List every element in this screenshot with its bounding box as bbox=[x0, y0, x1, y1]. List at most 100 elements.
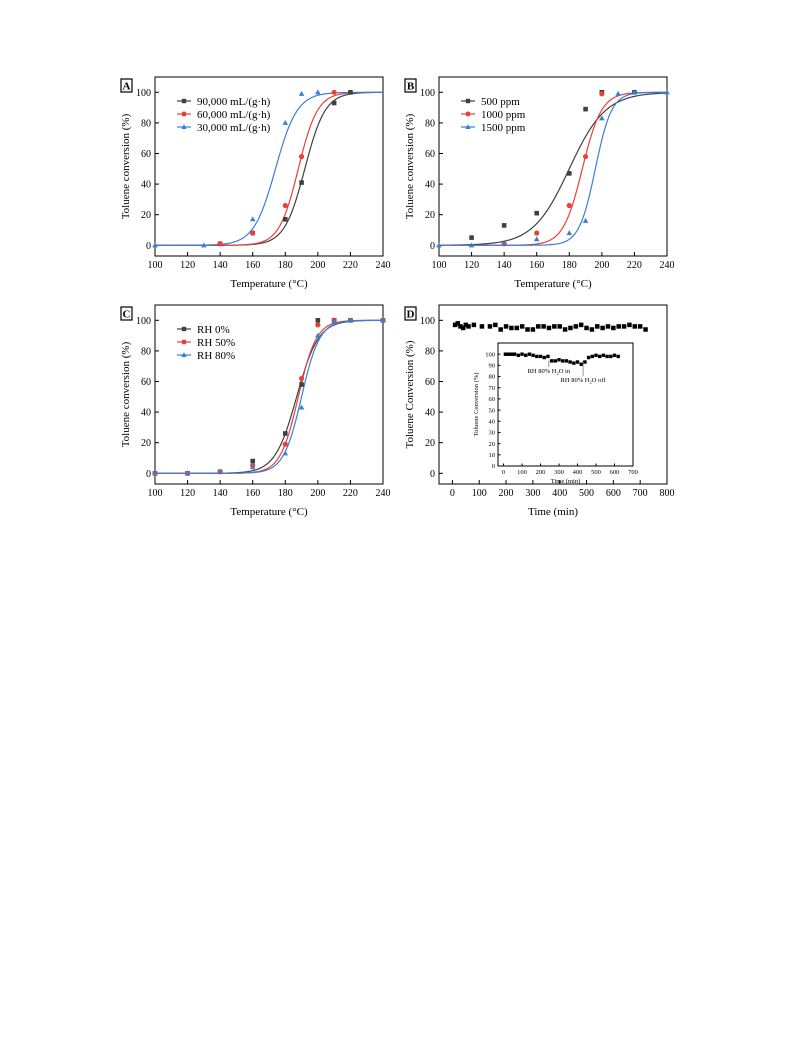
inset-data-point bbox=[520, 352, 524, 356]
fit-curve-series-3 bbox=[155, 319, 383, 474]
data-point-series-1 bbox=[605, 324, 611, 329]
plot-frame bbox=[154, 76, 384, 257]
data-point-series-1 bbox=[331, 100, 337, 106]
data-point-series-1 bbox=[315, 317, 321, 323]
y-tick-label: 80 bbox=[141, 118, 151, 129]
data-point-series-2 bbox=[217, 241, 223, 247]
data-point-series-3 bbox=[282, 450, 289, 456]
inset-y-tick-label: 80 bbox=[489, 374, 496, 381]
inset-y-tick-label: 60 bbox=[489, 396, 496, 403]
panel-tag: B bbox=[404, 78, 417, 93]
inset-data-point bbox=[572, 361, 576, 365]
y-axis-label: Toluene conversion (%) bbox=[404, 113, 416, 219]
panel-tag-box bbox=[404, 78, 417, 93]
fit-curve-series-1 bbox=[438, 92, 668, 246]
inset-data-point bbox=[601, 353, 606, 357]
y-tick-label: 100 bbox=[136, 316, 151, 327]
data-point-series-1 bbox=[637, 324, 643, 329]
legend-marker bbox=[181, 326, 187, 332]
inset-data-point bbox=[579, 362, 583, 366]
x-tick-label: 200 bbox=[594, 260, 609, 271]
data-point-series-1 bbox=[466, 324, 471, 329]
fit-curve-series-3 bbox=[439, 91, 668, 246]
panel-tag-label: C bbox=[123, 309, 131, 321]
panel-a: 100 120 140 160 180 200 220 240 0 20 40 60 80 100 Temp… bbox=[120, 76, 391, 290]
x-tick-label: 100 bbox=[432, 260, 447, 271]
inset-data-point bbox=[561, 359, 565, 363]
plot-frame bbox=[154, 304, 384, 485]
legend-marker bbox=[181, 352, 187, 357]
data-point-series-1 bbox=[627, 322, 632, 328]
data-point-series-3 bbox=[282, 119, 289, 125]
data-point-series-1 bbox=[600, 325, 605, 331]
x-tick-label: 120 bbox=[180, 260, 195, 271]
inset-data-point bbox=[505, 352, 509, 356]
data-point-series-1 bbox=[452, 322, 458, 328]
y-tick-label: 60 bbox=[141, 149, 151, 160]
legend-marker bbox=[181, 339, 187, 345]
data-point-series-1 bbox=[463, 322, 469, 328]
legend-label: 90,000 mL/(g·h) bbox=[197, 96, 271, 108]
inset-data-point bbox=[531, 353, 535, 357]
y-axis-label: Toluene conversion (%) bbox=[120, 341, 132, 447]
plot-frame bbox=[438, 304, 668, 485]
data-point-series-1 bbox=[487, 324, 493, 329]
x-tick-label: 200 bbox=[310, 260, 325, 271]
data-point-series-1 bbox=[525, 327, 530, 332]
inset-x-tick-label: 300 bbox=[554, 469, 564, 476]
data-point-series-1 bbox=[469, 235, 474, 240]
data-point-series-1 bbox=[541, 324, 546, 329]
data-point-series-1 bbox=[568, 325, 573, 331]
panel-tag-label: B bbox=[407, 81, 415, 93]
annotation-label: RH 80% H2O off bbox=[561, 377, 607, 385]
data-point-series-3 bbox=[615, 90, 621, 96]
inset-y-tick-label: 50 bbox=[489, 407, 496, 414]
fit-curve-series-2 bbox=[155, 319, 383, 474]
data-point-series-3 bbox=[631, 89, 638, 95]
data-point-series-1 bbox=[458, 324, 463, 329]
inset-x-axis-label: Time (min) bbox=[551, 478, 581, 485]
data-point-series-3 bbox=[298, 404, 305, 410]
inset-y-tick-label: 10 bbox=[489, 452, 496, 459]
data-point-series-2 bbox=[298, 375, 305, 382]
panel-d: 0 100 200 300 400 500 600 700 800020406080100Tim… bbox=[404, 304, 675, 518]
x-tick-label: 220 bbox=[343, 260, 358, 271]
data-point-series-1 bbox=[643, 327, 648, 332]
data-point-series-3 bbox=[201, 242, 207, 248]
inset-x-tick-label: 0 bbox=[502, 469, 505, 476]
inset-x-tick-label: 700 bbox=[628, 469, 638, 476]
legend-label: 1000 ppm bbox=[481, 109, 526, 121]
data-point-series-3 bbox=[582, 217, 589, 223]
data-point-series-1 bbox=[530, 327, 536, 332]
data-point-series-1 bbox=[546, 325, 552, 331]
data-point-series-3 bbox=[184, 470, 191, 476]
plot-frame bbox=[438, 76, 668, 257]
data-point-series-3 bbox=[533, 236, 540, 242]
x-tick-label: 200 bbox=[310, 488, 325, 499]
data-point-series-1 bbox=[455, 321, 461, 326]
y-tick-label: 20 bbox=[425, 210, 435, 221]
x-tick-label: 100 bbox=[472, 488, 487, 499]
inset-data-point bbox=[612, 353, 617, 357]
x-tick-label: 160 bbox=[529, 260, 544, 271]
data-point-series-1 bbox=[595, 324, 600, 329]
data-point-series-2 bbox=[315, 322, 321, 328]
y-tick-label: 40 bbox=[425, 180, 435, 191]
data-point-series-3 bbox=[249, 464, 256, 470]
data-point-series-2 bbox=[599, 91, 605, 97]
data-point-series-1 bbox=[471, 322, 477, 328]
data-point-series-1 bbox=[514, 325, 520, 331]
x-tick-label: 160 bbox=[245, 488, 260, 499]
x-axis-label: Temperature (°C) bbox=[514, 278, 592, 290]
data-point-series-1 bbox=[519, 324, 525, 329]
data-point-series-1 bbox=[621, 324, 627, 329]
inset-y-tick-label: 100 bbox=[485, 351, 495, 358]
y-tick-label: 40 bbox=[141, 408, 151, 419]
inset-data-point bbox=[527, 352, 532, 356]
inset-x-tick-label: 400 bbox=[573, 469, 583, 476]
x-tick-label: 220 bbox=[343, 488, 358, 499]
inset-data-point bbox=[616, 354, 620, 359]
x-tick-label: 120 bbox=[180, 488, 195, 499]
inset-data-point bbox=[575, 360, 580, 364]
